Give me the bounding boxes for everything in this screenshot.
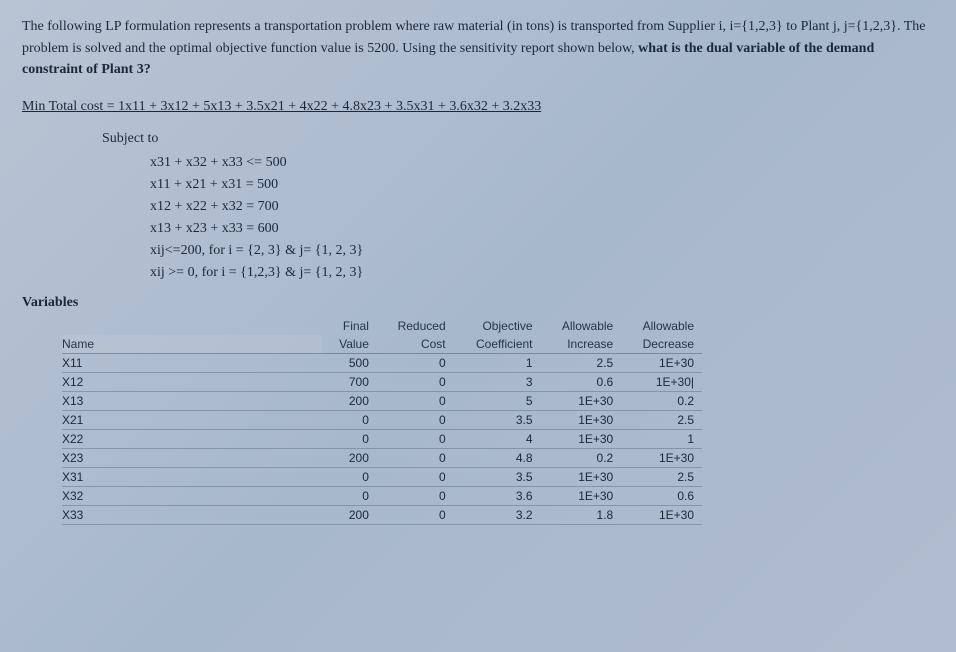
cell-final: 200 <box>322 449 377 468</box>
table-row: X31003.51E+302.5 <box>62 468 702 487</box>
cell-inc: 1E+30 <box>541 468 622 487</box>
table-row: X2320004.80.21E+30 <box>62 449 702 468</box>
cell-obj: 3.6 <box>454 487 541 506</box>
table-row: X11500012.51E+30 <box>62 354 702 373</box>
cell-inc: 1E+30 <box>541 411 622 430</box>
cell-dec: 2.5 <box>621 411 702 430</box>
col-blank <box>62 317 322 335</box>
col-dec-label: Decrease <box>621 335 702 354</box>
cell-reduced: 0 <box>377 468 454 487</box>
cell-reduced: 0 <box>377 430 454 449</box>
objective-equation: Min Total cost = 1x11 + 3x12 + 5x13 + 3.… <box>22 99 934 115</box>
constraint-row: xij<=200, for i = {2, 3} & j= {1, 2, 3} <box>150 243 934 259</box>
cell-final: 0 <box>322 487 377 506</box>
col-inc: Allowable <box>541 317 622 335</box>
cell-name: X13 <box>62 392 322 411</box>
col-coef-label: Coefficient <box>454 335 541 354</box>
constraint-row: x12 + x22 + x32 = 700 <box>150 199 934 215</box>
col-dec: Allowable <box>621 317 702 335</box>
subject-to-label: Subject to <box>102 131 934 147</box>
cell-final: 0 <box>322 430 377 449</box>
cell-inc: 0.6 <box>541 373 622 392</box>
cell-reduced: 0 <box>377 487 454 506</box>
cell-dec: 1 <box>621 430 702 449</box>
col-name-label: Name <box>62 335 322 354</box>
cell-dec: 0.2 <box>621 392 702 411</box>
cell-obj: 4.8 <box>454 449 541 468</box>
constraints-block: Subject to x31 + x32 + x33 <= 500 x11 + … <box>102 131 934 281</box>
cell-inc: 0.2 <box>541 449 622 468</box>
cell-reduced: 0 <box>377 354 454 373</box>
col-inc-label: Increase <box>541 335 622 354</box>
table-row: X3320003.21.81E+30 <box>62 506 702 525</box>
col-value-label: Value <box>322 335 377 354</box>
table-row: X32003.61E+300.6 <box>62 487 702 506</box>
cell-inc: 1E+30 <box>541 487 622 506</box>
col-reduced: Reduced <box>377 317 454 335</box>
cell-name: X32 <box>62 487 322 506</box>
constraint-row: x13 + x23 + x33 = 600 <box>150 221 934 237</box>
cell-reduced: 0 <box>377 449 454 468</box>
constraint-row: x11 + x21 + x31 = 500 <box>150 177 934 193</box>
cell-dec: 1E+30 <box>621 354 702 373</box>
cell-obj: 3 <box>454 373 541 392</box>
cell-inc: 1E+30 <box>541 392 622 411</box>
cell-name: X11 <box>62 354 322 373</box>
cell-dec: 1E+30 <box>621 506 702 525</box>
table-head-row-2: Name Value Cost Coefficient Increase Dec… <box>62 335 702 354</box>
cell-dec: 2.5 <box>621 468 702 487</box>
constraint-row: x31 + x32 + x33 <= 500 <box>150 155 934 171</box>
question-text: The following LP formulation represents … <box>22 16 934 81</box>
variables-heading: Variables <box>22 295 934 311</box>
table-row: X21003.51E+302.5 <box>62 411 702 430</box>
sensitivity-table: Final Reduced Objective Allowable Allowa… <box>62 317 702 525</box>
cell-name: X23 <box>62 449 322 468</box>
col-obj: Objective <box>454 317 541 335</box>
cell-final: 200 <box>322 392 377 411</box>
table-row: X220041E+301 <box>62 430 702 449</box>
cell-final: 0 <box>322 468 377 487</box>
cell-name: X33 <box>62 506 322 525</box>
table-head-row-1: Final Reduced Objective Allowable Allowa… <box>62 317 702 335</box>
cell-name: X21 <box>62 411 322 430</box>
col-final: Final <box>322 317 377 335</box>
cell-obj: 1 <box>454 354 541 373</box>
cell-name: X22 <box>62 430 322 449</box>
cell-reduced: 0 <box>377 411 454 430</box>
cell-obj: 3.5 <box>454 411 541 430</box>
table-row: X12700030.61E+30| <box>62 373 702 392</box>
cell-final: 200 <box>322 506 377 525</box>
constraint-row: xij >= 0, for i = {1,2,3} & j= {1, 2, 3} <box>150 265 934 281</box>
cell-obj: 3.5 <box>454 468 541 487</box>
cell-reduced: 0 <box>377 373 454 392</box>
cell-final: 0 <box>322 411 377 430</box>
cell-inc: 2.5 <box>541 354 622 373</box>
cell-dec: 0.6 <box>621 487 702 506</box>
cell-final: 700 <box>322 373 377 392</box>
col-cost-label: Cost <box>377 335 454 354</box>
cell-name: X31 <box>62 468 322 487</box>
cell-inc: 1E+30 <box>541 430 622 449</box>
cell-obj: 4 <box>454 430 541 449</box>
cell-dec: 1E+30 <box>621 449 702 468</box>
cell-obj: 5 <box>454 392 541 411</box>
cell-dec: 1E+30| <box>621 373 702 392</box>
cell-reduced: 0 <box>377 392 454 411</box>
table-row: X13200051E+300.2 <box>62 392 702 411</box>
cell-reduced: 0 <box>377 506 454 525</box>
cell-inc: 1.8 <box>541 506 622 525</box>
cell-obj: 3.2 <box>454 506 541 525</box>
cell-name: X12 <box>62 373 322 392</box>
cell-final: 500 <box>322 354 377 373</box>
